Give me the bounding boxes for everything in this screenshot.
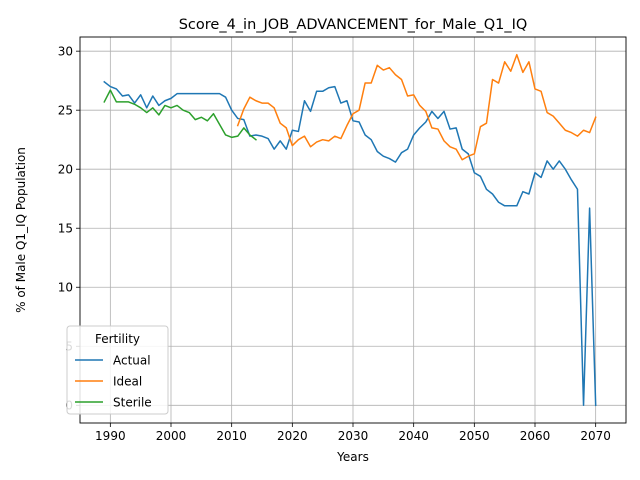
y-tick-label: 10 xyxy=(58,281,73,295)
legend-entries: Actual Ideal Sterile xyxy=(75,353,152,409)
y-tick-label: 15 xyxy=(58,222,73,236)
legend-title: Fertility xyxy=(95,332,140,346)
legend: Fertility Actual Ideal Sterile xyxy=(66,325,169,415)
x-tick-label: 2070 xyxy=(580,429,611,443)
grid xyxy=(80,37,626,423)
x-tick-label: 2040 xyxy=(398,429,429,443)
x-axis-label: Years xyxy=(336,450,369,464)
x-tick-label: 2030 xyxy=(338,429,369,443)
x-tick-label: 2060 xyxy=(520,429,551,443)
series-line-actual xyxy=(103,80,597,407)
legend-label-sterile: Sterile xyxy=(113,395,152,409)
x-tick-label: 2000 xyxy=(156,429,187,443)
x-tick-label: 2050 xyxy=(459,429,490,443)
series-line-ideal xyxy=(236,53,597,161)
x-axis-ticks: 1990 2000 2010 2020 2030 2040 2050 2060 2070 xyxy=(95,423,611,443)
legend-box xyxy=(66,325,169,415)
legend-label-actual: Actual xyxy=(113,353,151,367)
y-tick-label: 30 xyxy=(58,44,73,58)
chart-title: Score_4_in_JOB_ADVANCEMENT_for_Male_Q1_I… xyxy=(179,17,528,33)
series-line-sterile xyxy=(103,89,257,141)
series-lines xyxy=(103,53,597,407)
x-tick-label: 2020 xyxy=(277,429,308,443)
legend-label-ideal: Ideal xyxy=(113,374,142,388)
y-axis-label: % of Male Q1_IQ Population xyxy=(14,147,28,313)
y-tick-label: 25 xyxy=(58,103,73,117)
x-tick-label: 1990 xyxy=(95,429,126,443)
x-tick-label: 2010 xyxy=(216,429,247,443)
y-tick-label: 20 xyxy=(58,163,73,177)
